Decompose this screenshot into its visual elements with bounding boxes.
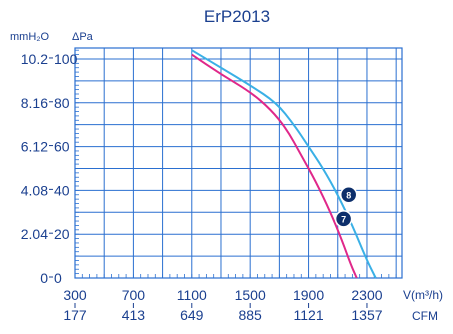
x-tick-m3h: 1500	[235, 287, 266, 303]
x-unit-m3h: V(m³/h)	[403, 288, 443, 302]
y-tick-mmh2o: 6.12	[21, 139, 48, 155]
x-tick-cfm: 649	[180, 307, 204, 323]
series-marker-7: 7	[334, 210, 353, 228]
y-tick-pa: 0	[54, 270, 62, 286]
y-tick-mmh2o: 2.04	[21, 226, 48, 242]
plot-frame	[74, 47, 403, 279]
x-tick-cfm: 413	[122, 307, 146, 323]
y-tick-pa: 20	[54, 226, 70, 242]
series-lines	[191, 49, 377, 279]
x-tick-m3h: 2300	[351, 287, 382, 303]
y-tick-mmh2o: 10.2	[21, 51, 48, 67]
grid	[74, 47, 403, 279]
x-tick-m3h: 1100	[177, 287, 207, 303]
x-tick-m3h: 300	[63, 287, 87, 303]
y-tick-pa: 80	[54, 95, 70, 111]
series-line-7	[191, 53, 358, 279]
y-tick-mmh2o: 4.08	[21, 182, 48, 198]
y-tick-pa: 60	[54, 139, 70, 155]
y-tick-pa: 40	[54, 182, 70, 198]
marker-circle	[334, 210, 353, 228]
series-marker-8: 8	[339, 186, 358, 204]
marker-label: 8	[346, 190, 351, 200]
x-tick-cfm: 1357	[351, 307, 382, 323]
series-markers: 87	[334, 186, 358, 228]
x-tick-m3h: 700	[122, 287, 146, 303]
marker-label: 7	[341, 214, 346, 224]
series-line-8	[191, 49, 377, 279]
x-tick-cfm: 885	[238, 307, 262, 323]
left-axis-unit-pa: ΔPa	[72, 31, 94, 43]
x-tick-m3h: 1900	[293, 287, 324, 303]
y-tick-mmh2o: 0	[40, 270, 48, 286]
x-tick-cfm: 1121	[294, 307, 324, 323]
x-tick-cfm: 177	[63, 307, 87, 323]
left-axis-unit-mmh2o: mmH₂O	[10, 31, 50, 43]
chart-title: ErP2013	[204, 7, 270, 26]
y-tick-mmh2o: 8.16	[21, 95, 48, 111]
y-tick-pa: 100	[54, 51, 78, 67]
x-unit-cfm: CFM	[412, 309, 438, 323]
marker-circle	[339, 186, 358, 204]
axis-labels: 00 20 2.04 40 4.08 60 6.12 80 8.16 100 10.2 300 177 7…	[21, 51, 383, 323]
